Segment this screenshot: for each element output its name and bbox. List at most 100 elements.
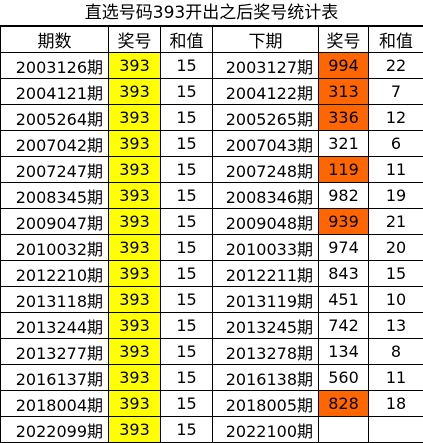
next-sum-cell: 20: [369, 235, 423, 261]
issue-cell: 2005264期: [1, 105, 109, 131]
next-number-cell: 134: [319, 339, 369, 365]
next-issue-cell: 2012211期: [213, 261, 319, 287]
issue-cell: 2003126期: [1, 53, 109, 79]
issue-cell: 2007042期: [1, 131, 109, 157]
next-number-cell: 994: [319, 53, 369, 79]
number-cell: 393: [109, 261, 161, 287]
issue-cell: 2018004期: [1, 391, 109, 417]
number-cell: 393: [109, 79, 161, 105]
sum-cell: 15: [161, 417, 213, 443]
header-number: 奖号: [109, 27, 161, 53]
issue-cell: 2016137期: [1, 365, 109, 391]
sum-cell: 15: [161, 313, 213, 339]
sum-cell: 15: [161, 105, 213, 131]
next-number-cell: 451: [319, 287, 369, 313]
sum-cell: 15: [161, 183, 213, 209]
next-sum-cell: 22: [369, 53, 423, 79]
number-cell: 393: [109, 131, 161, 157]
next-sum-cell: 11: [369, 365, 423, 391]
header-sum: 和值: [161, 27, 213, 53]
next-number-cell: 336: [319, 105, 369, 131]
next-issue-cell: 2005265期: [213, 105, 319, 131]
sum-cell: 15: [161, 339, 213, 365]
issue-cell: 2022099期: [1, 417, 109, 443]
header-row: 期数 奖号 和值 下期 奖号 和值: [1, 27, 423, 53]
next-number-cell: 982: [319, 183, 369, 209]
number-cell: 393: [109, 365, 161, 391]
next-number-cell: 119: [319, 157, 369, 183]
next-issue-cell: 2013278期: [213, 339, 319, 365]
next-sum-cell: 18: [369, 391, 423, 417]
number-cell: 393: [109, 287, 161, 313]
number-cell: 393: [109, 183, 161, 209]
sum-cell: 15: [161, 287, 213, 313]
next-number-cell: [319, 417, 369, 443]
issue-cell: 2004121期: [1, 79, 109, 105]
number-cell: 393: [109, 417, 161, 443]
issue-cell: 2013277期: [1, 339, 109, 365]
next-number-cell: 321: [319, 131, 369, 157]
next-number-cell: 939: [319, 209, 369, 235]
sum-cell: 15: [161, 53, 213, 79]
next-number-cell: 828: [319, 391, 369, 417]
statistics-sheet: 直选号码393开出之后奖号统计表 期数 奖号 和值 下期 奖号 和值 20031…: [0, 0, 423, 426]
header-issue: 期数: [1, 27, 109, 53]
next-sum-cell: 11: [369, 157, 423, 183]
next-number-cell: 560: [319, 365, 369, 391]
number-cell: 393: [109, 105, 161, 131]
sum-cell: 15: [161, 365, 213, 391]
next-sum-cell: 7: [369, 79, 423, 105]
sum-cell: 15: [161, 391, 213, 417]
next-issue-cell: 2007248期: [213, 157, 319, 183]
sum-cell: 15: [161, 261, 213, 287]
number-cell: 393: [109, 235, 161, 261]
issue-cell: 2012210期: [1, 261, 109, 287]
next-number-cell: 742: [319, 313, 369, 339]
issue-cell: 2008345期: [1, 183, 109, 209]
next-issue-cell: 2010033期: [213, 235, 319, 261]
next-issue-cell: 2007043期: [213, 131, 319, 157]
next-issue-cell: 2013119期: [213, 287, 319, 313]
next-issue-cell: 2004122期: [213, 79, 319, 105]
next-issue-cell: 2013245期: [213, 313, 319, 339]
next-issue-cell: 2016138期: [213, 365, 319, 391]
number-cell: 393: [109, 209, 161, 235]
next-sum-cell: 21: [369, 209, 423, 235]
next-issue-cell: 2008346期: [213, 183, 319, 209]
issue-cell: 2007247期: [1, 157, 109, 183]
header-next-sum: 和值: [369, 27, 423, 53]
next-issue-cell: 2009048期: [213, 209, 319, 235]
number-cell: 393: [109, 339, 161, 365]
next-sum-cell: 12: [369, 105, 423, 131]
next-number-cell: 843: [319, 261, 369, 287]
next-sum-cell: 13: [369, 313, 423, 339]
sum-cell: 15: [161, 235, 213, 261]
issue-cell: 2010032期: [1, 235, 109, 261]
issue-cell: 2013118期: [1, 287, 109, 313]
next-issue-cell: 2003127期: [213, 53, 319, 79]
number-cell: 393: [109, 53, 161, 79]
next-sum-cell: 15: [369, 261, 423, 287]
issue-cell: 2013244期: [1, 313, 109, 339]
sum-cell: 15: [161, 209, 213, 235]
next-issue-cell: 2018005期: [213, 391, 319, 417]
next-sum-cell: 19: [369, 183, 423, 209]
number-cell: 393: [109, 391, 161, 417]
number-cell: 393: [109, 313, 161, 339]
sum-cell: 15: [161, 131, 213, 157]
next-issue-cell: 2022100期: [213, 417, 319, 443]
next-sum-cell: 6: [369, 131, 423, 157]
